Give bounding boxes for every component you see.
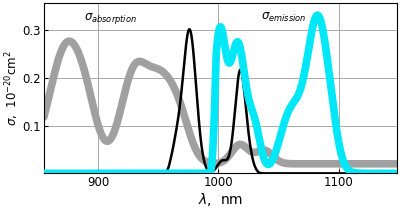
X-axis label: $\lambda$,  nm: $\lambda$, nm [198,191,243,208]
Y-axis label: $\sigma$,  $10^{-20}$cm$^2$: $\sigma$, $10^{-20}$cm$^2$ [4,50,21,126]
Text: $\sigma_{\mathregular{emission}}$: $\sigma_{\mathregular{emission}}$ [260,11,306,24]
Text: $\sigma_{\mathregular{absorption}}$: $\sigma_{\mathregular{absorption}}$ [84,11,136,26]
